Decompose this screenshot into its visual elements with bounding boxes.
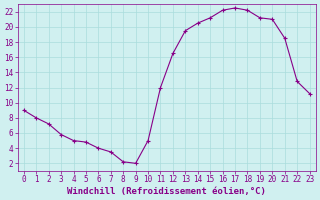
X-axis label: Windchill (Refroidissement éolien,°C): Windchill (Refroidissement éolien,°C) <box>67 187 266 196</box>
